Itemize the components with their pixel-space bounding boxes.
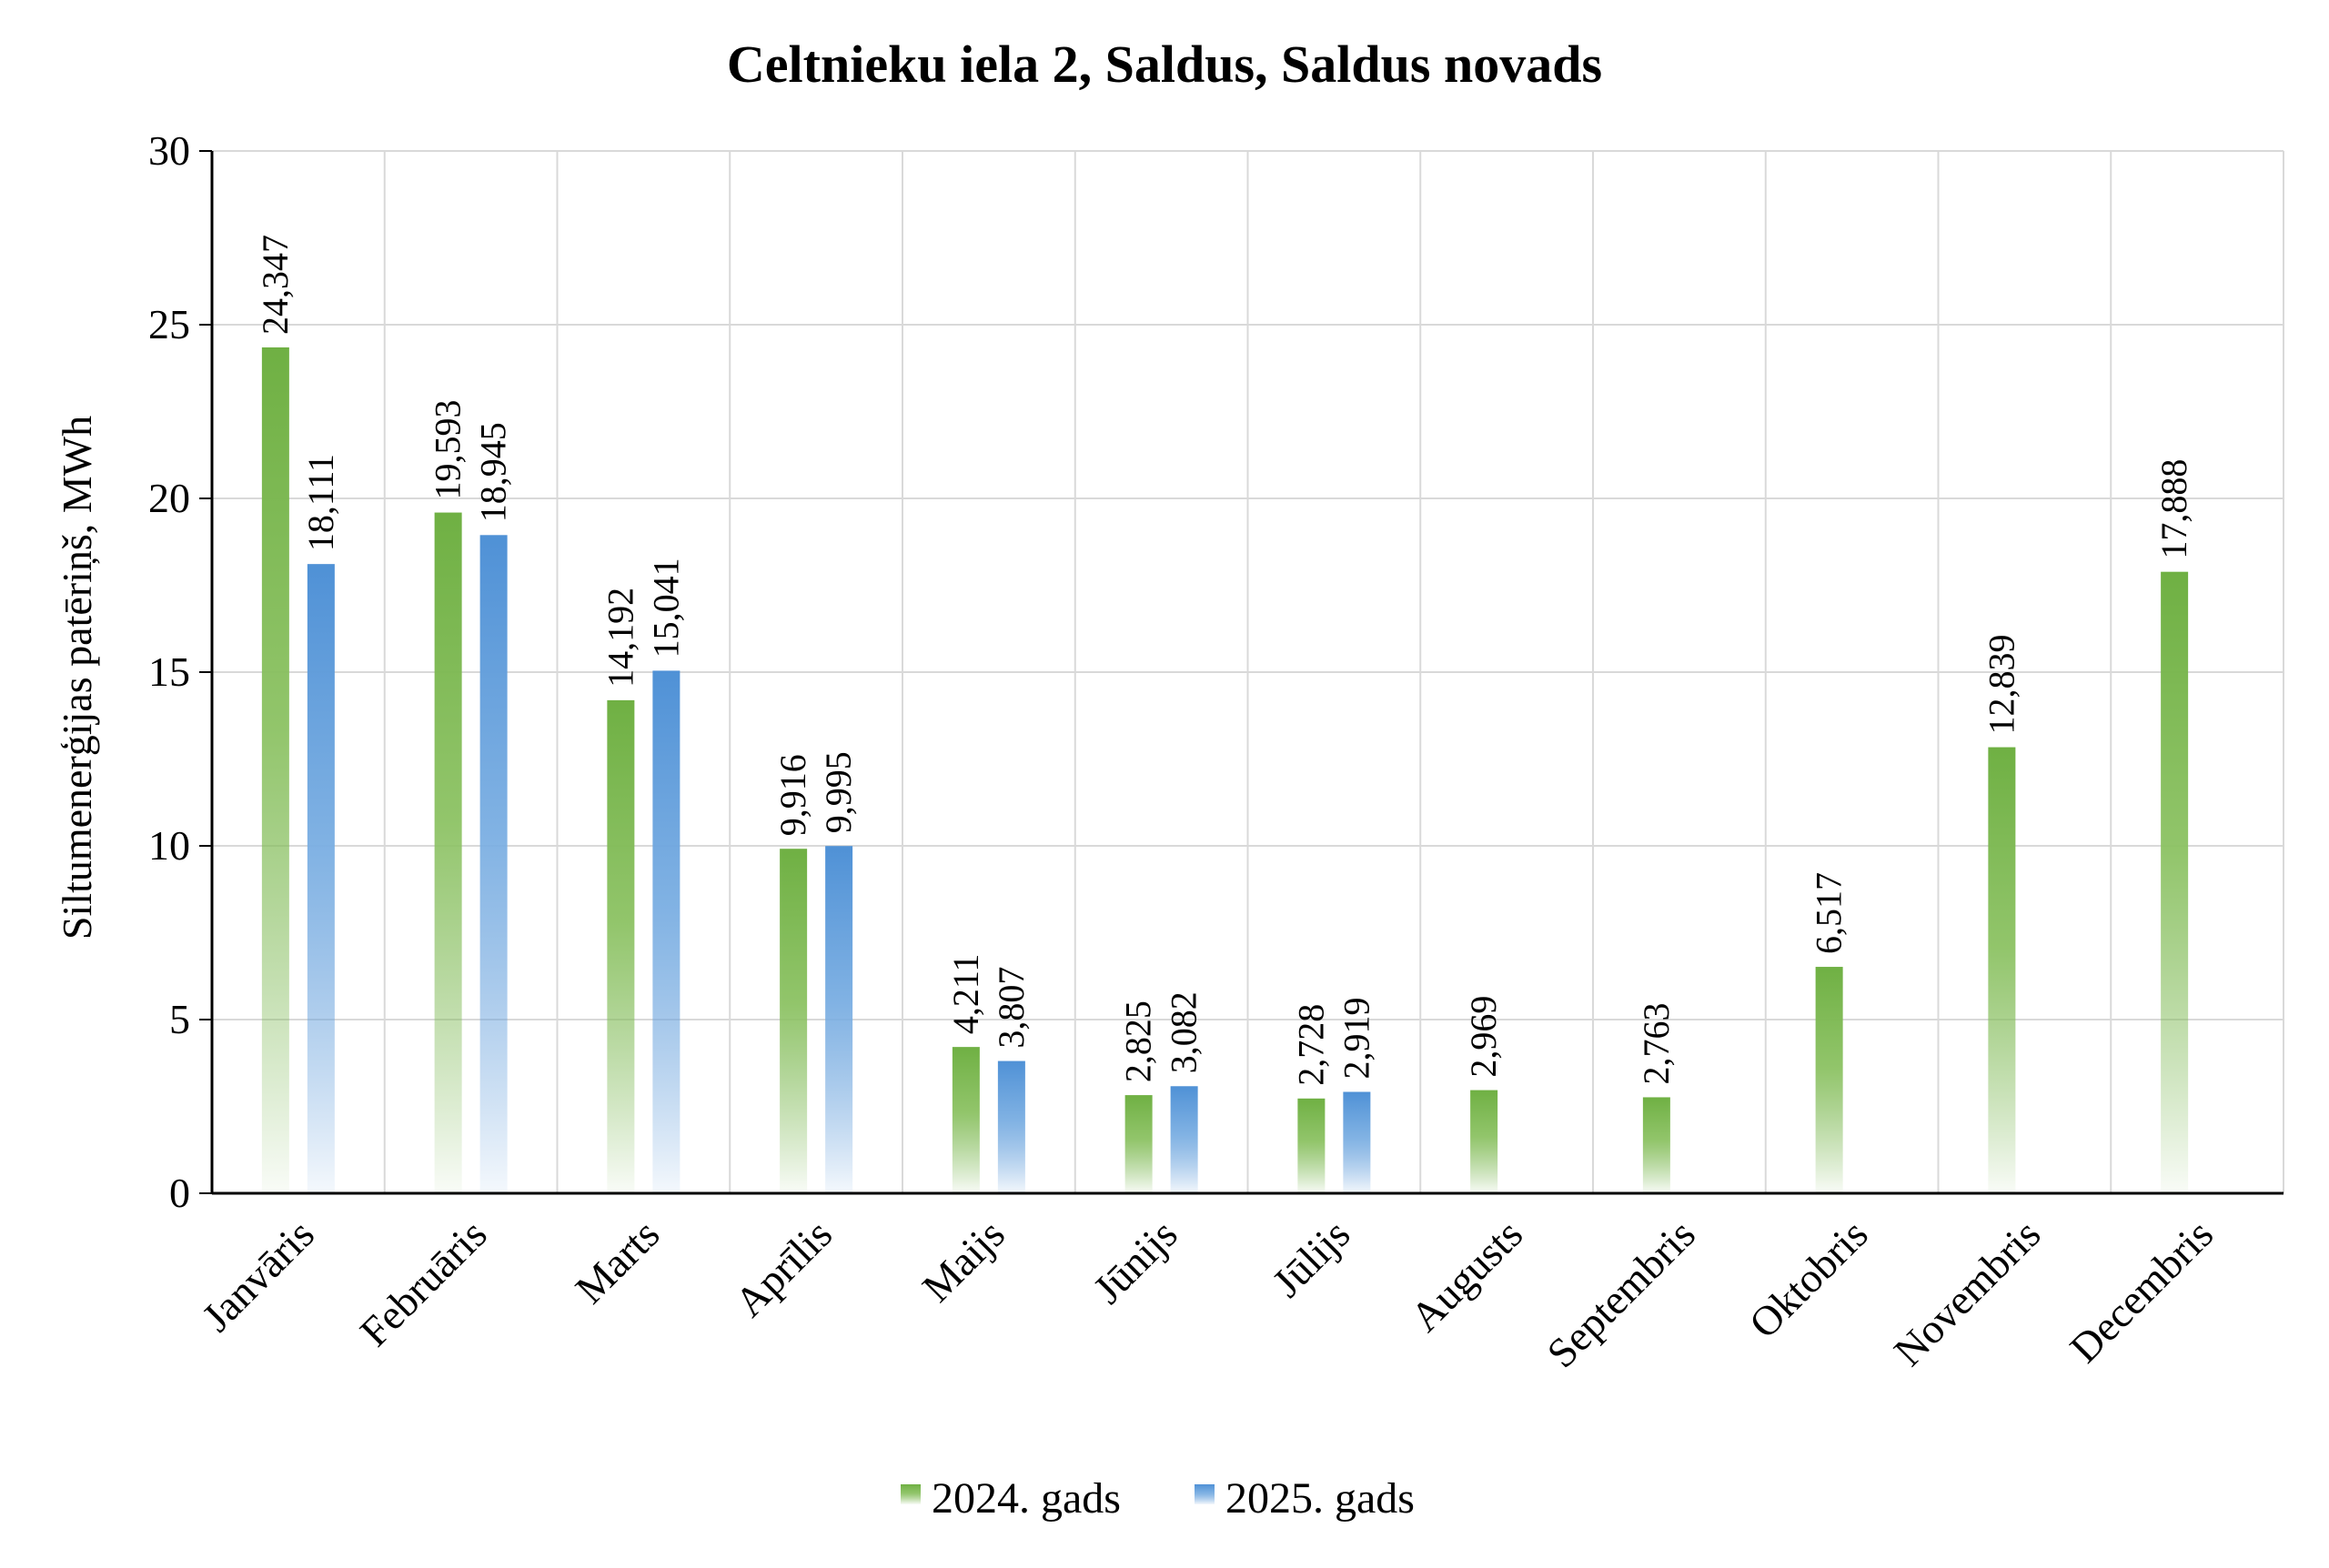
legend-swatch-2025 [1195, 1484, 1215, 1504]
data-label: 2,763 [1636, 1002, 1677, 1084]
bar-2025-marts [652, 670, 681, 1193]
data-label: 9,995 [818, 751, 859, 833]
bar-2025-maijs [997, 1060, 1025, 1193]
x-tick-label: Oktobris [1740, 1211, 1877, 1347]
legend-swatch-2024 [901, 1484, 921, 1504]
y-axis-title: Siltumenerģijas patēriņš, MWh [54, 416, 100, 940]
bars [261, 347, 2189, 1194]
chart-title: Celtnieku iela 2, Saldus, Saldus novads [727, 35, 1602, 94]
data-label: 24,347 [255, 235, 296, 335]
data-label: 3,082 [1164, 991, 1205, 1073]
axes: 0 5 10 15 20 25 30 Janvāris Februāris Marts Aprīli… [148, 127, 2284, 1376]
x-tick-label: Februāris [351, 1211, 496, 1355]
y-tick-label: 25 [148, 301, 190, 347]
data-label: 15,041 [645, 558, 686, 658]
x-tick-label: Augusts [1401, 1211, 1531, 1341]
bar-2025-februāris [479, 535, 508, 1193]
bar-2025-jūlijs [1343, 1091, 1371, 1193]
bar-2024-maijs [952, 1047, 980, 1193]
data-label: 6,517 [1809, 872, 1850, 954]
legend-label-2025: 2025. gads [1225, 1474, 1415, 1523]
y-tick-label: 5 [169, 996, 190, 1042]
x-tick-label: Janvāris [193, 1211, 323, 1341]
data-label: 9,916 [772, 754, 813, 836]
x-tick-label: Aprīlis [726, 1211, 841, 1325]
bar-2025-janvāris [307, 564, 335, 1193]
x-tick-label: Marts [566, 1211, 668, 1312]
bar-2024-oktobris [1815, 967, 1843, 1193]
data-label: 4,211 [945, 954, 986, 1035]
data-label: 19,593 [428, 400, 469, 500]
y-tick-label: 30 [148, 127, 190, 174]
y-tick-label: 10 [148, 822, 190, 869]
x-tick-label: Decembris [2061, 1211, 2222, 1372]
bar-2024-marts [607, 699, 635, 1193]
bar-2024-februāris [434, 512, 462, 1193]
legend: 2024. gads 2025. gads [901, 1474, 1415, 1523]
y-tick-label: 15 [148, 648, 190, 695]
data-label: 17,888 [2153, 459, 2194, 559]
data-label: 3,807 [991, 967, 1032, 1049]
data-label: 18,111 [300, 454, 341, 551]
data-label: 2,728 [1290, 1004, 1331, 1086]
legend-label-2024: 2024. gads [932, 1474, 1121, 1523]
x-tick-label: Novembris [1885, 1211, 2050, 1375]
y-tick-label: 0 [169, 1170, 190, 1216]
bar-2025-aprīlis [825, 846, 853, 1193]
data-label: 18,945 [473, 422, 514, 522]
bar-2025-jūnijs [1170, 1086, 1198, 1193]
bar-2024-janvāris [261, 347, 289, 1194]
bar-2024-jūlijs [1297, 1098, 1326, 1193]
x-tick-label: Maijs [913, 1211, 1013, 1311]
bar-2024-novembris [1988, 747, 2016, 1193]
bar-2024-septembris [1642, 1097, 1670, 1193]
data-label: 2,825 [1118, 1000, 1159, 1082]
bar-2024-augusts [1470, 1090, 1498, 1193]
gridlines [212, 150, 2284, 1193]
data-label: 14,192 [600, 588, 640, 688]
y-tick-label: 20 [148, 475, 190, 521]
x-tick-label: Jūlijs [1264, 1211, 1359, 1306]
x-tick-label: Septembris [1538, 1211, 1704, 1376]
data-label: 2,969 [1463, 996, 1504, 1078]
x-tick-label: Jūnijs [1084, 1211, 1186, 1312]
bar-2024-decembris [2161, 571, 2189, 1193]
bar-2024-aprīlis [780, 849, 808, 1193]
data-label: 2,919 [1336, 997, 1376, 1079]
bar-2024-jūnijs [1124, 1095, 1153, 1193]
data-label: 12,839 [1981, 635, 2021, 735]
